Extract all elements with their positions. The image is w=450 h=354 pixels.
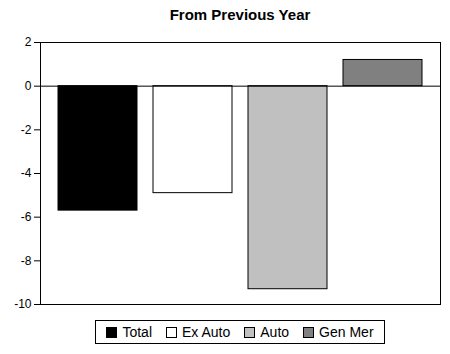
svg-text:-10: -10 (14, 297, 32, 311)
html-text:Ex Auto: Ex Auto (182, 324, 231, 340)
svg-text:-4: -4 (21, 166, 32, 180)
svg-text:2: 2 (25, 35, 32, 49)
svg-text:-8: -8 (21, 254, 32, 268)
svg-text:0: 0 (25, 79, 32, 93)
html-text:From Previous Year: From Previous Year (169, 6, 311, 23)
svg-text:-6: -6 (21, 210, 32, 224)
svg-text:-2: -2 (21, 123, 32, 137)
html-text:Gen Mer: Gen Mer (319, 324, 374, 340)
html-text:Auto: Auto (260, 324, 290, 340)
html-text:Total: Total (122, 324, 152, 340)
